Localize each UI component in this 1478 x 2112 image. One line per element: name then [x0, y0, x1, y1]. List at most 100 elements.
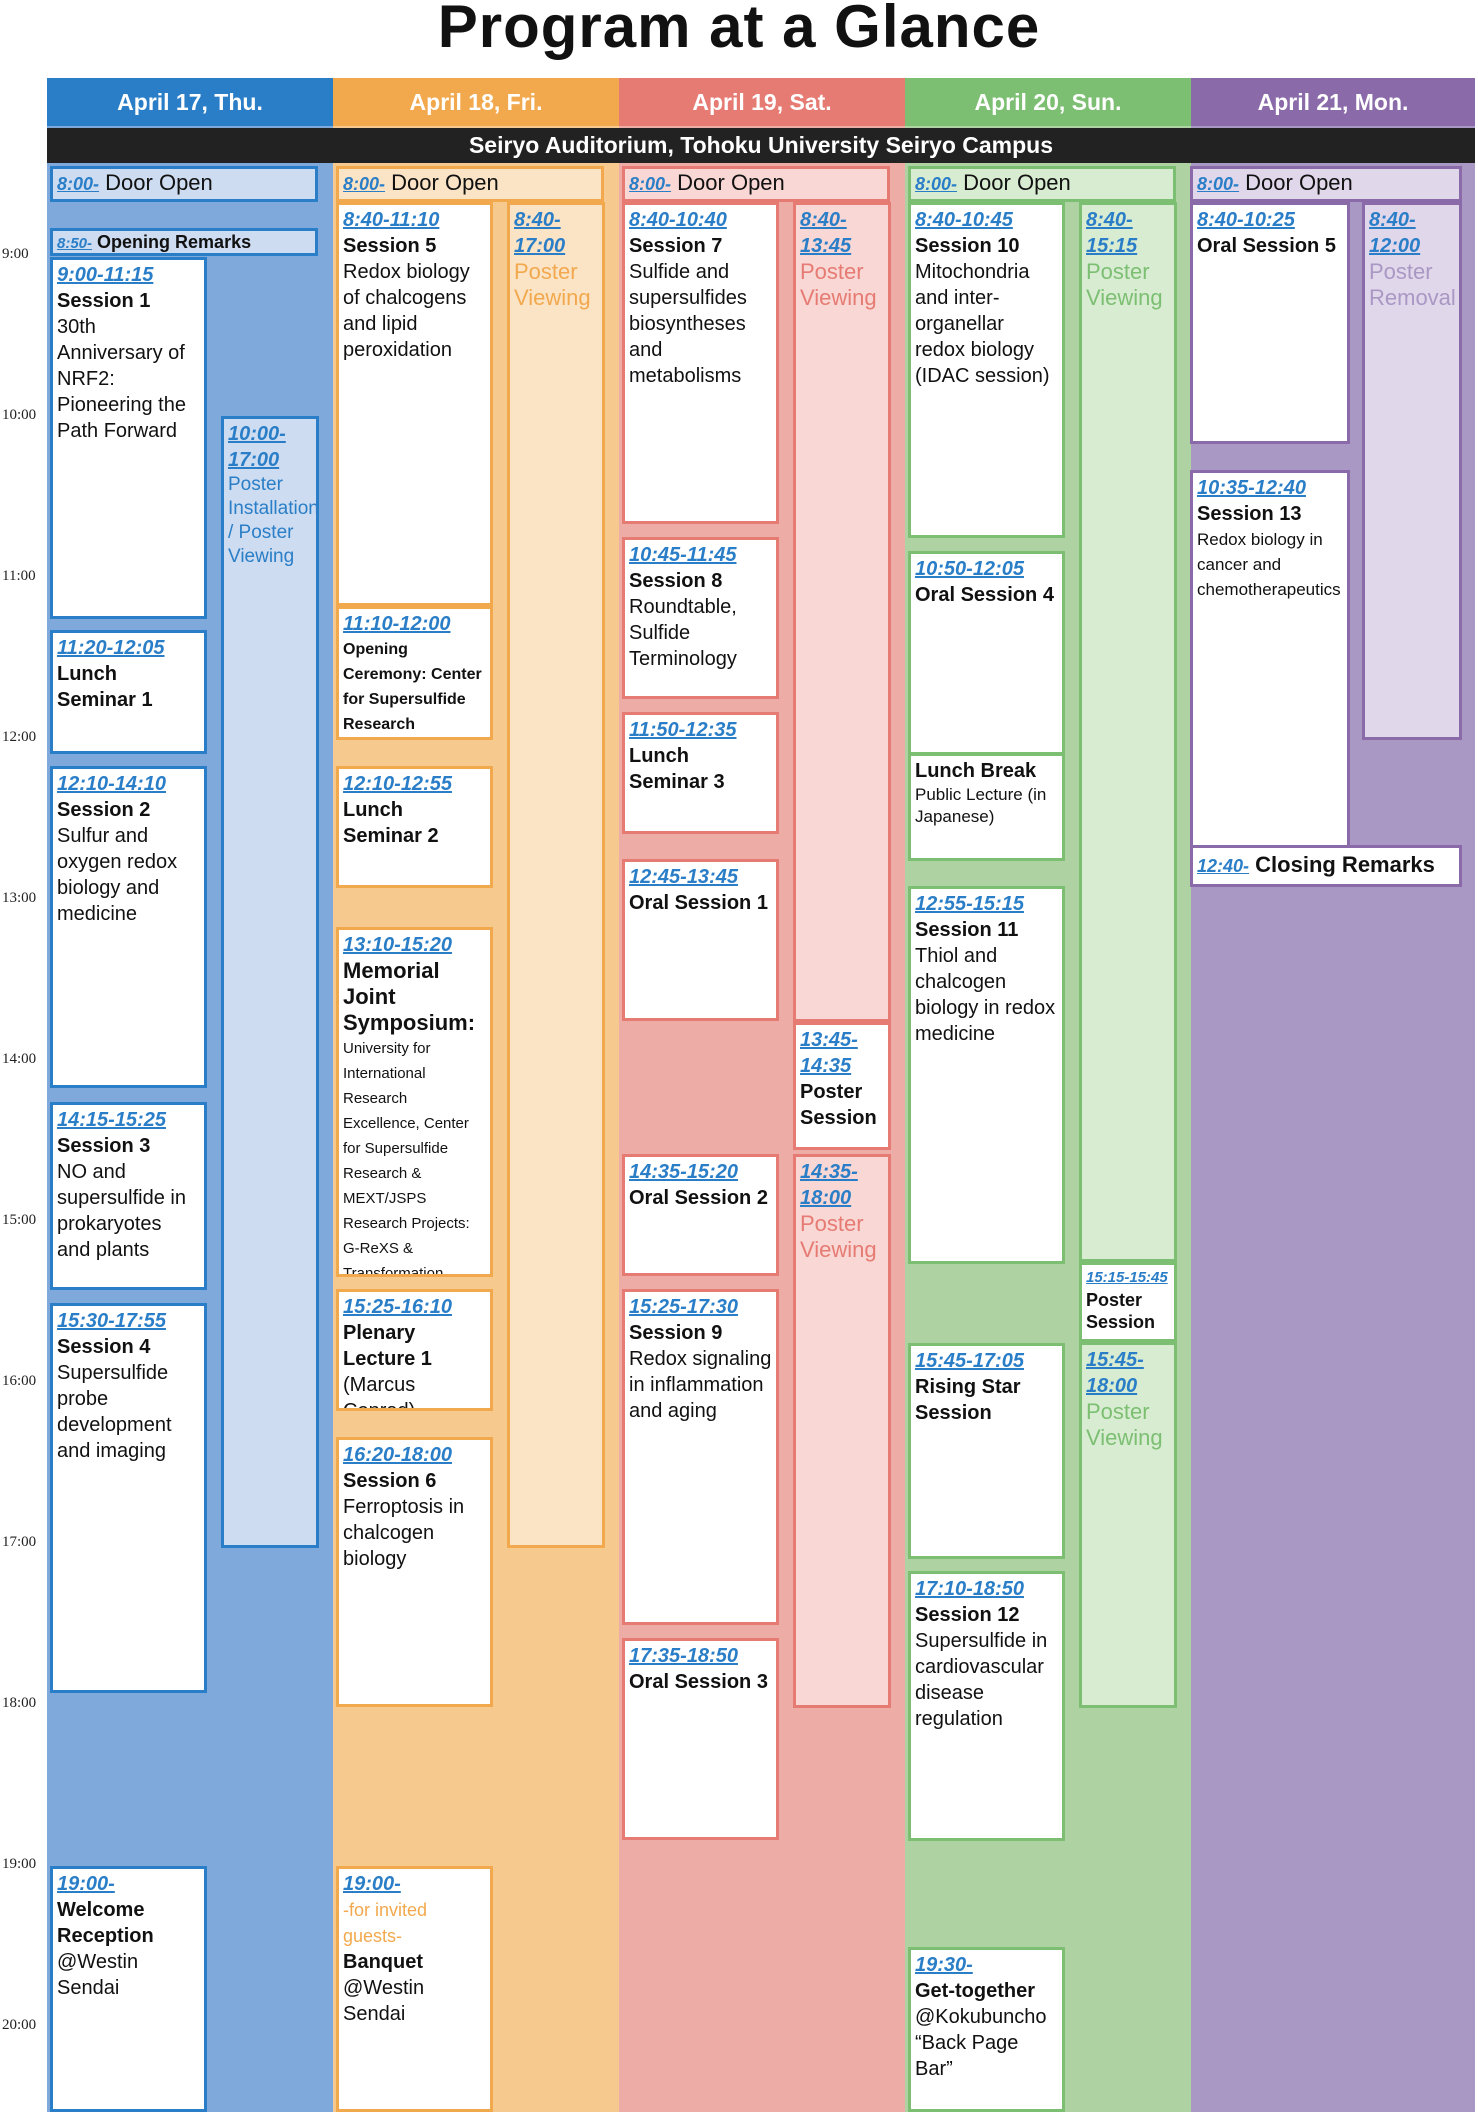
time-label: 9:00: [2, 246, 29, 262]
event-name: Poster Session: [800, 1081, 877, 1129]
session-box-sat-1[interactable]: 8:40-10:40 Session 7 Sulfide and supersu…: [622, 202, 779, 524]
session-box-thu-6[interactable]: 19:00- Welcome Reception @Westin Sendai: [50, 1866, 207, 2112]
event-time: 17:35-18:50: [629, 1645, 738, 1667]
event-time: 19:00-: [343, 1873, 401, 1895]
event-time: 12:55-15:15: [915, 893, 1024, 915]
poster-label: Poster Viewing: [1086, 259, 1163, 310]
event-desc: Redox signaling in inflammation and agin…: [629, 1348, 772, 1422]
event-time: 12:40-: [1197, 856, 1250, 876]
event-name: Session 11: [915, 919, 1019, 941]
event-time: 8:40-11:10: [343, 209, 440, 231]
event-time: 19:30-: [915, 1954, 973, 1976]
session-box-fri-6[interactable]: 16:20-18:00 Session 6 Ferroptosis in cha…: [336, 1437, 493, 1707]
event-time: 10:45-11:45: [629, 544, 737, 566]
session-box-sat-2[interactable]: 10:45-11:45 Session 8 Roundtable, Sulfid…: [622, 537, 779, 699]
poster-session-box-sun[interactable]: 15:15-15:45 Poster Session: [1079, 1262, 1177, 1342]
session-box-fri-7[interactable]: 19:00- -for invited guests- Banquet @Wes…: [336, 1866, 493, 2112]
time-label: 10:00: [2, 407, 37, 423]
time-label: 19:00: [2, 1856, 37, 1872]
event-desc: Supersulfide in cardiovascular disease r…: [915, 1630, 1048, 1730]
event-name: Lunch Break: [915, 760, 1037, 782]
event-time: 8:40-10:40: [629, 209, 727, 231]
time-label: 11:00: [2, 568, 36, 584]
event-time: 12:10-12:55: [343, 773, 452, 795]
session-box-thu-3[interactable]: 12:10-14:10 Session 2 Sulfur and oxygen …: [50, 766, 207, 1088]
poster-box-thu[interactable]: 10:00- 17:00 Poster Installation / Poste…: [221, 416, 319, 1548]
event-desc: Public Lecture (in Japanese): [915, 785, 1047, 826]
event-time: 15:30-17:55: [57, 1310, 166, 1332]
time-label: 12:00: [2, 729, 37, 745]
event-desc: @Westin Sendai: [57, 1951, 139, 1999]
event-label: Closing Remarks: [1255, 852, 1435, 877]
poster-box-sat-1[interactable]: 8:40- 13:45 Poster Viewing: [793, 202, 891, 1022]
session-box-sat-5[interactable]: 14:35-15:20 Oral Session 2: [622, 1154, 779, 1276]
event-label: Door Open: [677, 170, 785, 195]
session-box-sun-3[interactable]: Lunch Break Public Lecture (in Japanese): [908, 753, 1065, 861]
event-time: 8:00-: [343, 174, 386, 194]
session-box-fri-4[interactable]: 13:10-15:20 Memorial Joint Symposium: Un…: [336, 927, 493, 1277]
session-box-sun-1[interactable]: 8:40-10:45 Session 10 Mitochondria and i…: [908, 202, 1065, 538]
session-box-sun-4[interactable]: 12:55-15:15 Session 11 Thiol and chalcog…: [908, 886, 1065, 1264]
session-box-thu-1[interactable]: 9:00-11:15 Session 1 30th Anniversary of…: [50, 257, 207, 619]
session-box-sun-7[interactable]: 19:30- Get-together @Kokubuncho “Back Pa…: [908, 1947, 1065, 2112]
event-desc: Thiol and chalcogen biology in redox med…: [915, 945, 1056, 1045]
time-label: 14:00: [2, 1051, 37, 1067]
event-time: 10:00-: [228, 423, 286, 445]
session-box-sun-5[interactable]: 15:45-17:05 Rising Star Session: [908, 1343, 1065, 1559]
session-box-thu-5[interactable]: 15:30-17:55 Session 4 Supersulfide probe…: [50, 1303, 207, 1693]
session-box-mon-2[interactable]: 10:35-12:40 Session 13 Redox biology in …: [1190, 470, 1350, 848]
session-box-mon-1[interactable]: 8:40-10:25 Oral Session 5: [1190, 202, 1350, 444]
event-name: Lunch Seminar 2: [343, 799, 439, 847]
poster-box-fri[interactable]: 8:40- 17:00 Poster Viewing: [507, 202, 605, 1548]
event-label: Door Open: [963, 170, 1071, 195]
poster-label: Poster Viewing: [800, 259, 877, 310]
event-name: Session 5: [343, 235, 437, 257]
event-desc: Supersulfide probe development and imagi…: [57, 1362, 172, 1462]
event-time: 18:00: [1086, 1375, 1138, 1397]
event-time: 15:15: [1086, 235, 1138, 257]
event-time: 10:50-12:05: [915, 558, 1024, 580]
session-box-sat-7[interactable]: 17:35-18:50 Oral Session 3: [622, 1638, 779, 1840]
event-time: 8:00-: [57, 174, 100, 194]
event-label: Door Open: [105, 170, 213, 195]
event-desc: NO and supersulfide in prokaryotes and p…: [57, 1161, 186, 1261]
event-time: 8:40-10:25: [1197, 209, 1295, 231]
poster-box-sun-2[interactable]: 15:45- 18:00 Poster Viewing: [1079, 1342, 1177, 1708]
poster-session-box-sat[interactable]: 13:45- 14:35 Poster Session: [793, 1022, 891, 1150]
event-desc: 30th Anniversary of NRF2: Pioneering the…: [57, 316, 186, 442]
session-box-thu-2[interactable]: 11:20-12:05 Lunch Seminar 1: [50, 630, 207, 754]
event-note: -for invited guests-: [343, 1900, 428, 1946]
event-time: 14:35-15:20: [629, 1161, 738, 1183]
session-box-sun-2[interactable]: 10:50-12:05 Oral Session 4: [908, 551, 1065, 755]
session-box-sun-6[interactable]: 17:10-18:50 Session 12 Supersulfide in c…: [908, 1571, 1065, 1841]
session-box-fri-3[interactable]: 12:10-12:55 Lunch Seminar 2: [336, 766, 493, 888]
session-box-fri-2[interactable]: 11:10-12:00 Opening Ceremony: Center for…: [336, 606, 493, 740]
event-name: Session 6: [343, 1470, 437, 1492]
event-time: 12:00: [1369, 235, 1421, 257]
event-name: Session 9: [629, 1322, 723, 1344]
session-box-fri-1[interactable]: 8:40-11:10 Session 5 Redox biology of ch…: [336, 202, 493, 606]
event-time: 8:40-: [514, 209, 561, 231]
time-label: 13:00: [2, 890, 37, 906]
session-box-sat-4[interactable]: 12:45-13:45 Oral Session 1: [622, 859, 779, 1021]
door-open-sun: 8:00- Door Open: [908, 166, 1176, 202]
day-header-sat: April 19, Sat.: [619, 78, 905, 126]
event-name: Lunch Seminar 1: [57, 663, 153, 711]
session-box-thu-4[interactable]: 14:15-15:25 Session 3 NO and supersulfid…: [50, 1102, 207, 1290]
session-box-fri-5[interactable]: 15:25-16:10 Plenary Lecture 1 (Marcus Co…: [336, 1289, 493, 1411]
session-box-sat-6[interactable]: 15:25-17:30 Session 9 Redox signaling in…: [622, 1289, 779, 1625]
session-box-sat-3[interactable]: 11:50-12:35 Lunch Seminar 3: [622, 712, 779, 834]
event-name: Lunch Seminar 3: [629, 745, 725, 793]
event-time: 12:45-13:45: [629, 866, 738, 888]
poster-box-mon[interactable]: 8:40- 12:00 Poster Removal: [1362, 202, 1462, 740]
day-header-sun: April 20, Sun.: [905, 78, 1191, 126]
door-open-thu: 8:00- Door Open: [50, 166, 318, 202]
event-label: Opening Remarks: [97, 232, 252, 252]
poster-label: Poster Viewing: [514, 259, 591, 310]
event-desc: Sulfur and oxygen redox biology and medi…: [57, 825, 178, 925]
event-name: Poster Session: [1086, 1290, 1156, 1332]
time-label: 17:00: [2, 1534, 37, 1550]
poster-box-sat-2[interactable]: 14:35- 18:00 Poster Viewing: [793, 1154, 891, 1708]
poster-box-sun-1[interactable]: 8:40- 15:15 Poster Viewing: [1079, 202, 1177, 1262]
event-name: Welcome Reception: [57, 1899, 154, 1947]
